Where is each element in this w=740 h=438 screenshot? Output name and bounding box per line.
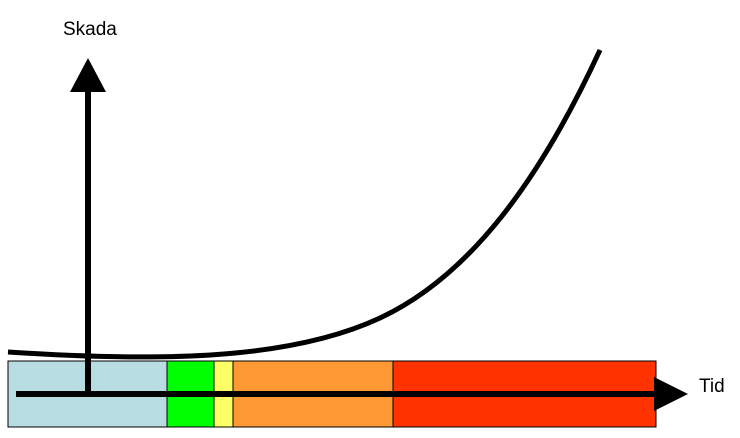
y-axis-label: Skada — [63, 19, 117, 40]
x-axis — [16, 377, 688, 411]
x-axis-label: Tid — [699, 376, 725, 397]
y-axis — [70, 58, 106, 394]
damage-curve — [7, 48, 603, 360]
x-axis-arrowhead — [654, 377, 688, 411]
y-axis-arrowhead — [70, 58, 106, 92]
